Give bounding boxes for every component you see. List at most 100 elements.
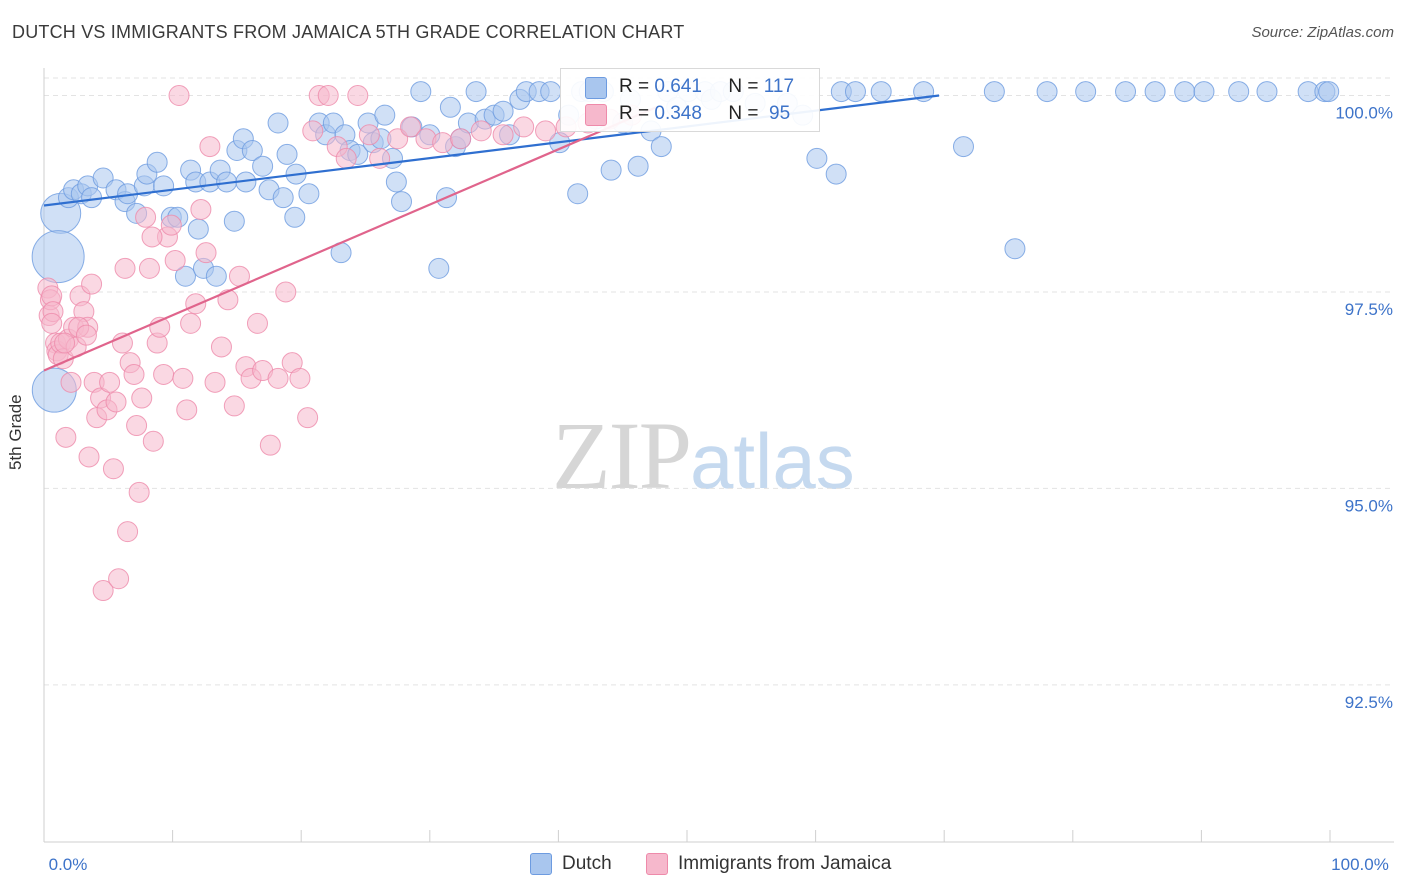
point-dutch [174, 265, 196, 287]
point-jamaica [246, 312, 268, 334]
point-dutch [650, 136, 672, 158]
legend-n-label: N = [728, 103, 759, 124]
point-dutch [267, 112, 289, 134]
point-jamaica [135, 206, 157, 228]
point-jamaica [335, 147, 357, 169]
point-jamaica [180, 312, 202, 334]
point-dutch [374, 104, 396, 126]
x-tick-label-min: 0.0% [49, 855, 88, 874]
point-jamaica [168, 85, 190, 107]
point-jamaica [138, 257, 160, 279]
watermark: ZIPatlas [552, 400, 855, 511]
point-jamaica [172, 367, 194, 389]
y-tick-label: 100.0% [1335, 104, 1393, 123]
point-jamaica [160, 214, 182, 236]
point-jamaica [102, 458, 124, 480]
point-dutch [276, 143, 298, 165]
point-jamaica [210, 336, 232, 358]
point-dutch [428, 257, 450, 279]
point-jamaica [259, 434, 281, 456]
point-jamaica [199, 136, 221, 158]
watermark-atlas: atlas [690, 417, 855, 505]
point-dutch [1318, 81, 1340, 103]
point-jamaica [99, 371, 121, 393]
y-axis-title: 5th Grade [6, 394, 25, 470]
point-dutch [1256, 81, 1278, 103]
point-dutch [410, 81, 432, 103]
point-jamaica [176, 399, 198, 421]
point-dutch [1228, 81, 1250, 103]
point-dutch [31, 230, 85, 284]
bottom-legend-label-dutch: Dutch [562, 853, 612, 874]
point-dutch [627, 155, 649, 177]
point-dutch [492, 100, 514, 122]
point-dutch [252, 155, 274, 177]
legend-r-label: R = [619, 76, 650, 97]
point-dutch [385, 171, 407, 193]
legend-r-jamaica: 0.348 [654, 103, 702, 124]
point-dutch [1075, 81, 1097, 103]
legend-n-label: N = [728, 76, 759, 97]
point-jamaica [347, 85, 369, 107]
legend-swatch-dutch [585, 77, 607, 99]
point-jamaica [54, 332, 76, 354]
point-dutch [983, 81, 1005, 103]
point-jamaica [275, 281, 297, 303]
point-jamaica [358, 124, 380, 146]
point-jamaica [432, 132, 454, 154]
point-dutch [187, 218, 209, 240]
point-jamaica [114, 257, 136, 279]
point-jamaica [297, 407, 319, 429]
point-dutch [870, 81, 892, 103]
point-dutch [1004, 238, 1026, 260]
y-tick-label: 95.0% [1345, 496, 1393, 515]
point-jamaica [92, 580, 114, 602]
point-dutch [600, 159, 622, 181]
point-jamaica [302, 120, 324, 142]
point-dutch [1036, 81, 1058, 103]
point-dutch [298, 183, 320, 205]
point-jamaica [117, 521, 139, 543]
y-tick-label: 97.5% [1345, 300, 1393, 319]
point-jamaica [317, 85, 339, 107]
point-dutch [284, 206, 306, 228]
chart-title: DUTCH VS IMMIGRANTS FROM JAMAICA 5TH GRA… [12, 22, 685, 42]
point-jamaica [223, 395, 245, 417]
point-jamaica [75, 324, 97, 346]
point-dutch [81, 187, 103, 209]
point-jamaica [108, 568, 130, 590]
point-dutch [1144, 81, 1166, 103]
point-jamaica [267, 367, 289, 389]
trend-line-jamaica [43, 106, 657, 372]
point-dutch [465, 81, 487, 103]
point-jamaica [492, 124, 514, 146]
correlation-legend: R = 0.641 N = 117 R = 0.348 N = 95 [560, 68, 820, 132]
point-jamaica [60, 371, 82, 393]
source-credit: Source: ZipAtlas.com [1251, 24, 1394, 41]
watermark-zip: ZIP [552, 402, 692, 509]
point-jamaica [141, 226, 163, 248]
point-dutch [146, 151, 168, 173]
point-jamaica [105, 391, 127, 413]
bottom-legend-swatch-jamaica [646, 853, 668, 875]
point-dutch [1193, 81, 1215, 103]
point-jamaica [185, 293, 207, 315]
point-jamaica [128, 481, 150, 503]
point-dutch [272, 187, 294, 209]
point-dutch [825, 163, 847, 185]
point-jamaica [123, 363, 145, 385]
point-dutch [153, 175, 175, 197]
point-jamaica [204, 371, 226, 393]
point-jamaica [513, 116, 535, 138]
legend-n-dutch: 117 [763, 76, 795, 97]
point-jamaica [217, 289, 239, 311]
point-jamaica [190, 198, 212, 220]
point-jamaica [142, 430, 164, 452]
point-dutch [439, 96, 461, 118]
legend-swatch-jamaica [585, 104, 607, 126]
point-dutch [567, 183, 589, 205]
point-jamaica [153, 363, 175, 385]
bottom-legend-label-jamaica: Immigrants from Jamaica [678, 853, 892, 874]
point-dutch [391, 191, 413, 213]
